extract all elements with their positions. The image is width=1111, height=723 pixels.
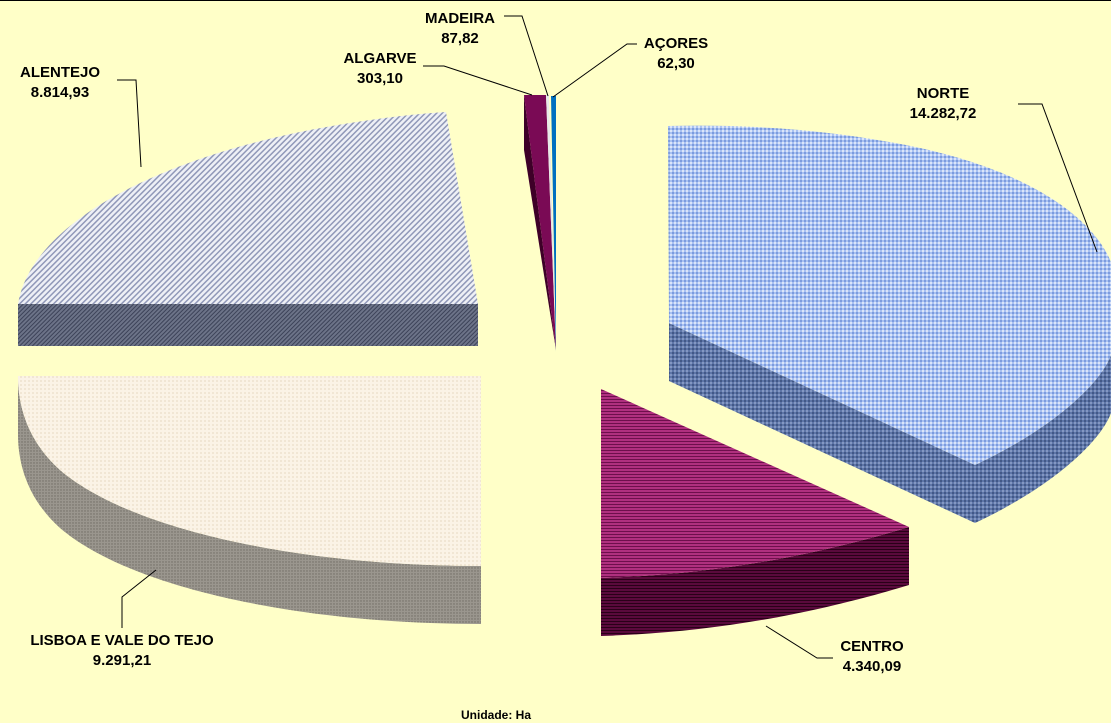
category-label-norte: NORTE xyxy=(917,85,970,102)
category-label-centro: CENTRO xyxy=(840,638,904,655)
value-label-madeira: 87,82 xyxy=(441,30,479,47)
category-label-madeira: MADEIRA xyxy=(425,10,495,27)
pie-slices xyxy=(18,95,1111,636)
leader-line-centro xyxy=(765,625,833,659)
unit-label: Unidade: Ha xyxy=(461,708,531,722)
slice-norte-side xyxy=(669,323,975,523)
value-label-algarve: 303,10 xyxy=(357,70,403,87)
slice-norte-top xyxy=(668,125,1111,465)
category-label-acores: AÇORES xyxy=(644,35,708,52)
slice-acores-top xyxy=(551,96,556,352)
category-label-alentejo: ALENTEJO xyxy=(20,64,100,81)
value-label-lisboa: 9.291,21 xyxy=(93,652,151,669)
slice-algarve xyxy=(524,95,556,350)
leader-line-norte xyxy=(1018,103,1098,253)
leader-line-algarve xyxy=(423,65,533,96)
slice-acores xyxy=(551,96,556,352)
slice-alentejo-top xyxy=(18,112,478,304)
category-label-lisboa: LISBOA E VALE DO TEJO xyxy=(30,632,214,649)
slice-alentejo xyxy=(18,112,478,346)
slice-lisboa-side xyxy=(18,376,481,624)
slice-centro xyxy=(601,389,909,636)
slice-lisboa-top xyxy=(18,376,481,566)
slice-norte xyxy=(668,125,1111,523)
slice-centro-top xyxy=(601,389,909,578)
slice-madeira xyxy=(546,95,556,350)
leader-line-madeira xyxy=(504,15,549,97)
slice-norte-side-2 xyxy=(975,355,1111,523)
value-label-centro: 4.340,09 xyxy=(843,658,901,675)
category-label-algarve: ALGARVE xyxy=(343,50,416,67)
slice-lisboa xyxy=(18,376,481,624)
leader-line-acores xyxy=(552,43,637,98)
value-label-alentejo: 8.814,93 xyxy=(31,84,89,101)
leader-line-lisboa xyxy=(121,569,157,628)
leader-line-alentejo xyxy=(117,79,142,168)
slice-madeira-top xyxy=(546,95,556,350)
pie-labels: NORTE 14.282,72 CENTRO 4.340,09 LISBOA E VAL… xyxy=(20,10,1098,722)
slice-algarve-top xyxy=(524,95,556,350)
slice-centro-side xyxy=(601,527,909,636)
value-label-acores: 62,30 xyxy=(657,55,695,72)
value-label-norte: 14.282,72 xyxy=(910,105,977,122)
slice-alentejo-side xyxy=(18,304,478,346)
